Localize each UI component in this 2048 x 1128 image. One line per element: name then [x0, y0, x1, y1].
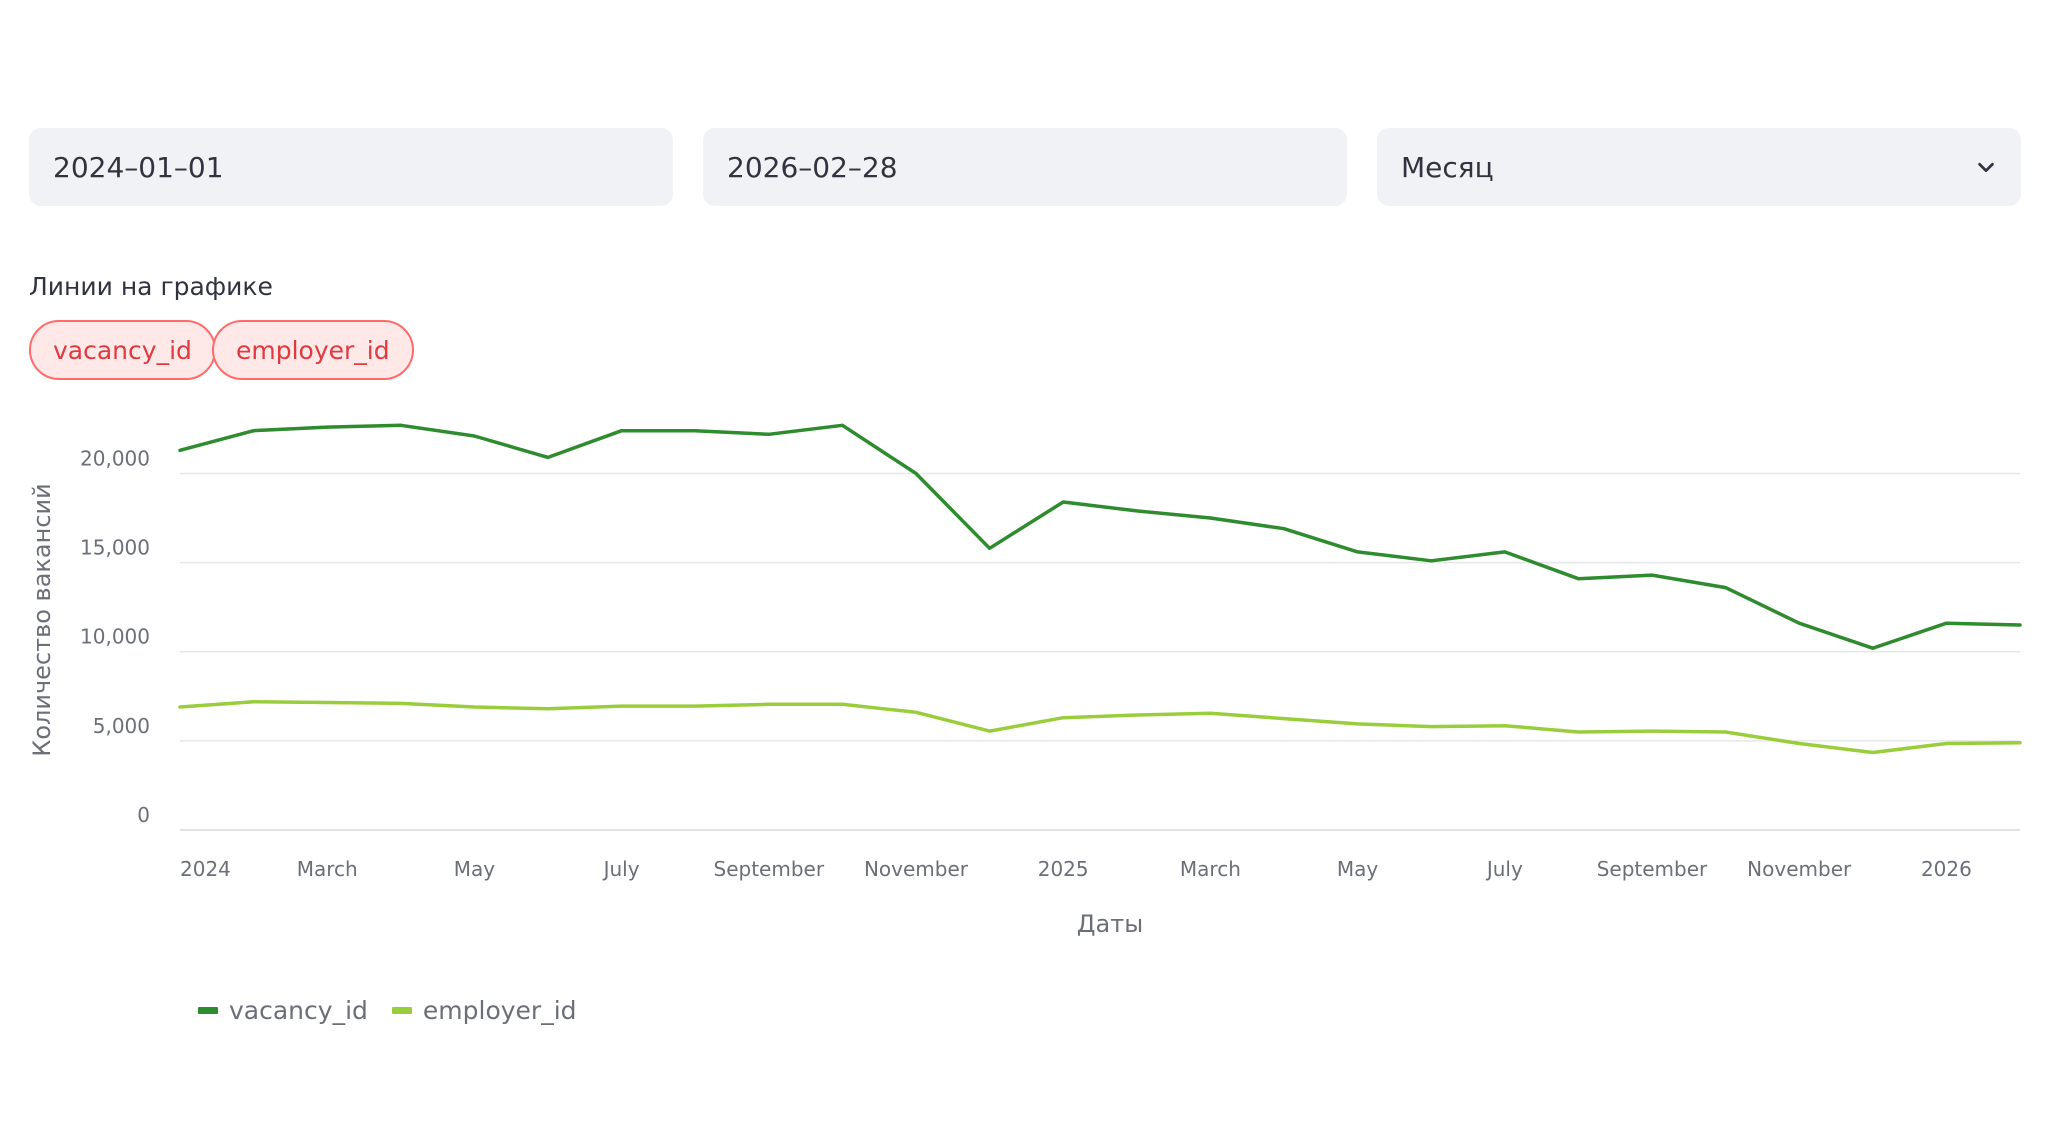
x-tick-label: March [297, 857, 358, 881]
x-tick-label: May [454, 857, 496, 881]
x-tick-label: November [1747, 857, 1852, 881]
chevron-down-icon [1978, 162, 1994, 173]
y-tick-label: 0 [137, 803, 150, 827]
series-tag-employer[interactable]: employer_id [212, 320, 414, 380]
end-date-input[interactable]: 2026–02–28 [703, 128, 1347, 206]
x-tick-label: 2024 [180, 857, 231, 881]
x-tick-label: November [864, 857, 969, 881]
x-tick-label: July [602, 857, 640, 881]
x-tick-label: 2026 [1921, 857, 1972, 881]
x-tick-label: May [1337, 857, 1379, 881]
y-tick-label: 10,000 [80, 625, 150, 649]
legend-item-employer[interactable]: employer_id [391, 996, 577, 1025]
y-tick-label: 15,000 [80, 536, 150, 560]
chart-legend: vacancy_id employer_id [198, 996, 601, 1025]
y-axis-title: Количество вакансий [28, 483, 56, 756]
legend-label: vacancy_id [229, 996, 368, 1025]
x-tick-label: September [1597, 857, 1708, 881]
legend-swatch-employer [391, 1007, 412, 1014]
x-tick-label: March [1180, 857, 1241, 881]
granularity-select[interactable]: Месяц [1377, 128, 2021, 206]
series-line-employer_id [178, 699, 2022, 755]
granularity-value: Месяц [1401, 150, 1494, 184]
legend-label: employer_id [422, 996, 577, 1025]
multiselect-label: Линии на графике [29, 272, 273, 301]
x-tick-label: September [714, 857, 825, 881]
series-tag-label: vacancy_id [53, 335, 192, 365]
series-tag-vacancy[interactable]: vacancy_id [29, 320, 216, 380]
start-date-input[interactable]: 2024–01–01 [29, 128, 673, 206]
end-date-value: 2026–02–28 [727, 150, 898, 184]
x-tick-label: 2025 [1038, 857, 1089, 881]
legend-swatch-vacancy [198, 1007, 218, 1014]
x-tick-label: July [1485, 857, 1523, 881]
y-tick-label: 20,000 [80, 446, 150, 470]
start-date-value: 2024–01–01 [53, 150, 224, 184]
series-tag-label: employer_id [236, 335, 390, 365]
legend-item-vacancy[interactable]: vacancy_id [198, 996, 368, 1025]
y-tick-label: 5,000 [93, 714, 150, 738]
x-axis-title: Даты [1077, 910, 1143, 938]
series-line-vacancy_id [178, 423, 2022, 650]
